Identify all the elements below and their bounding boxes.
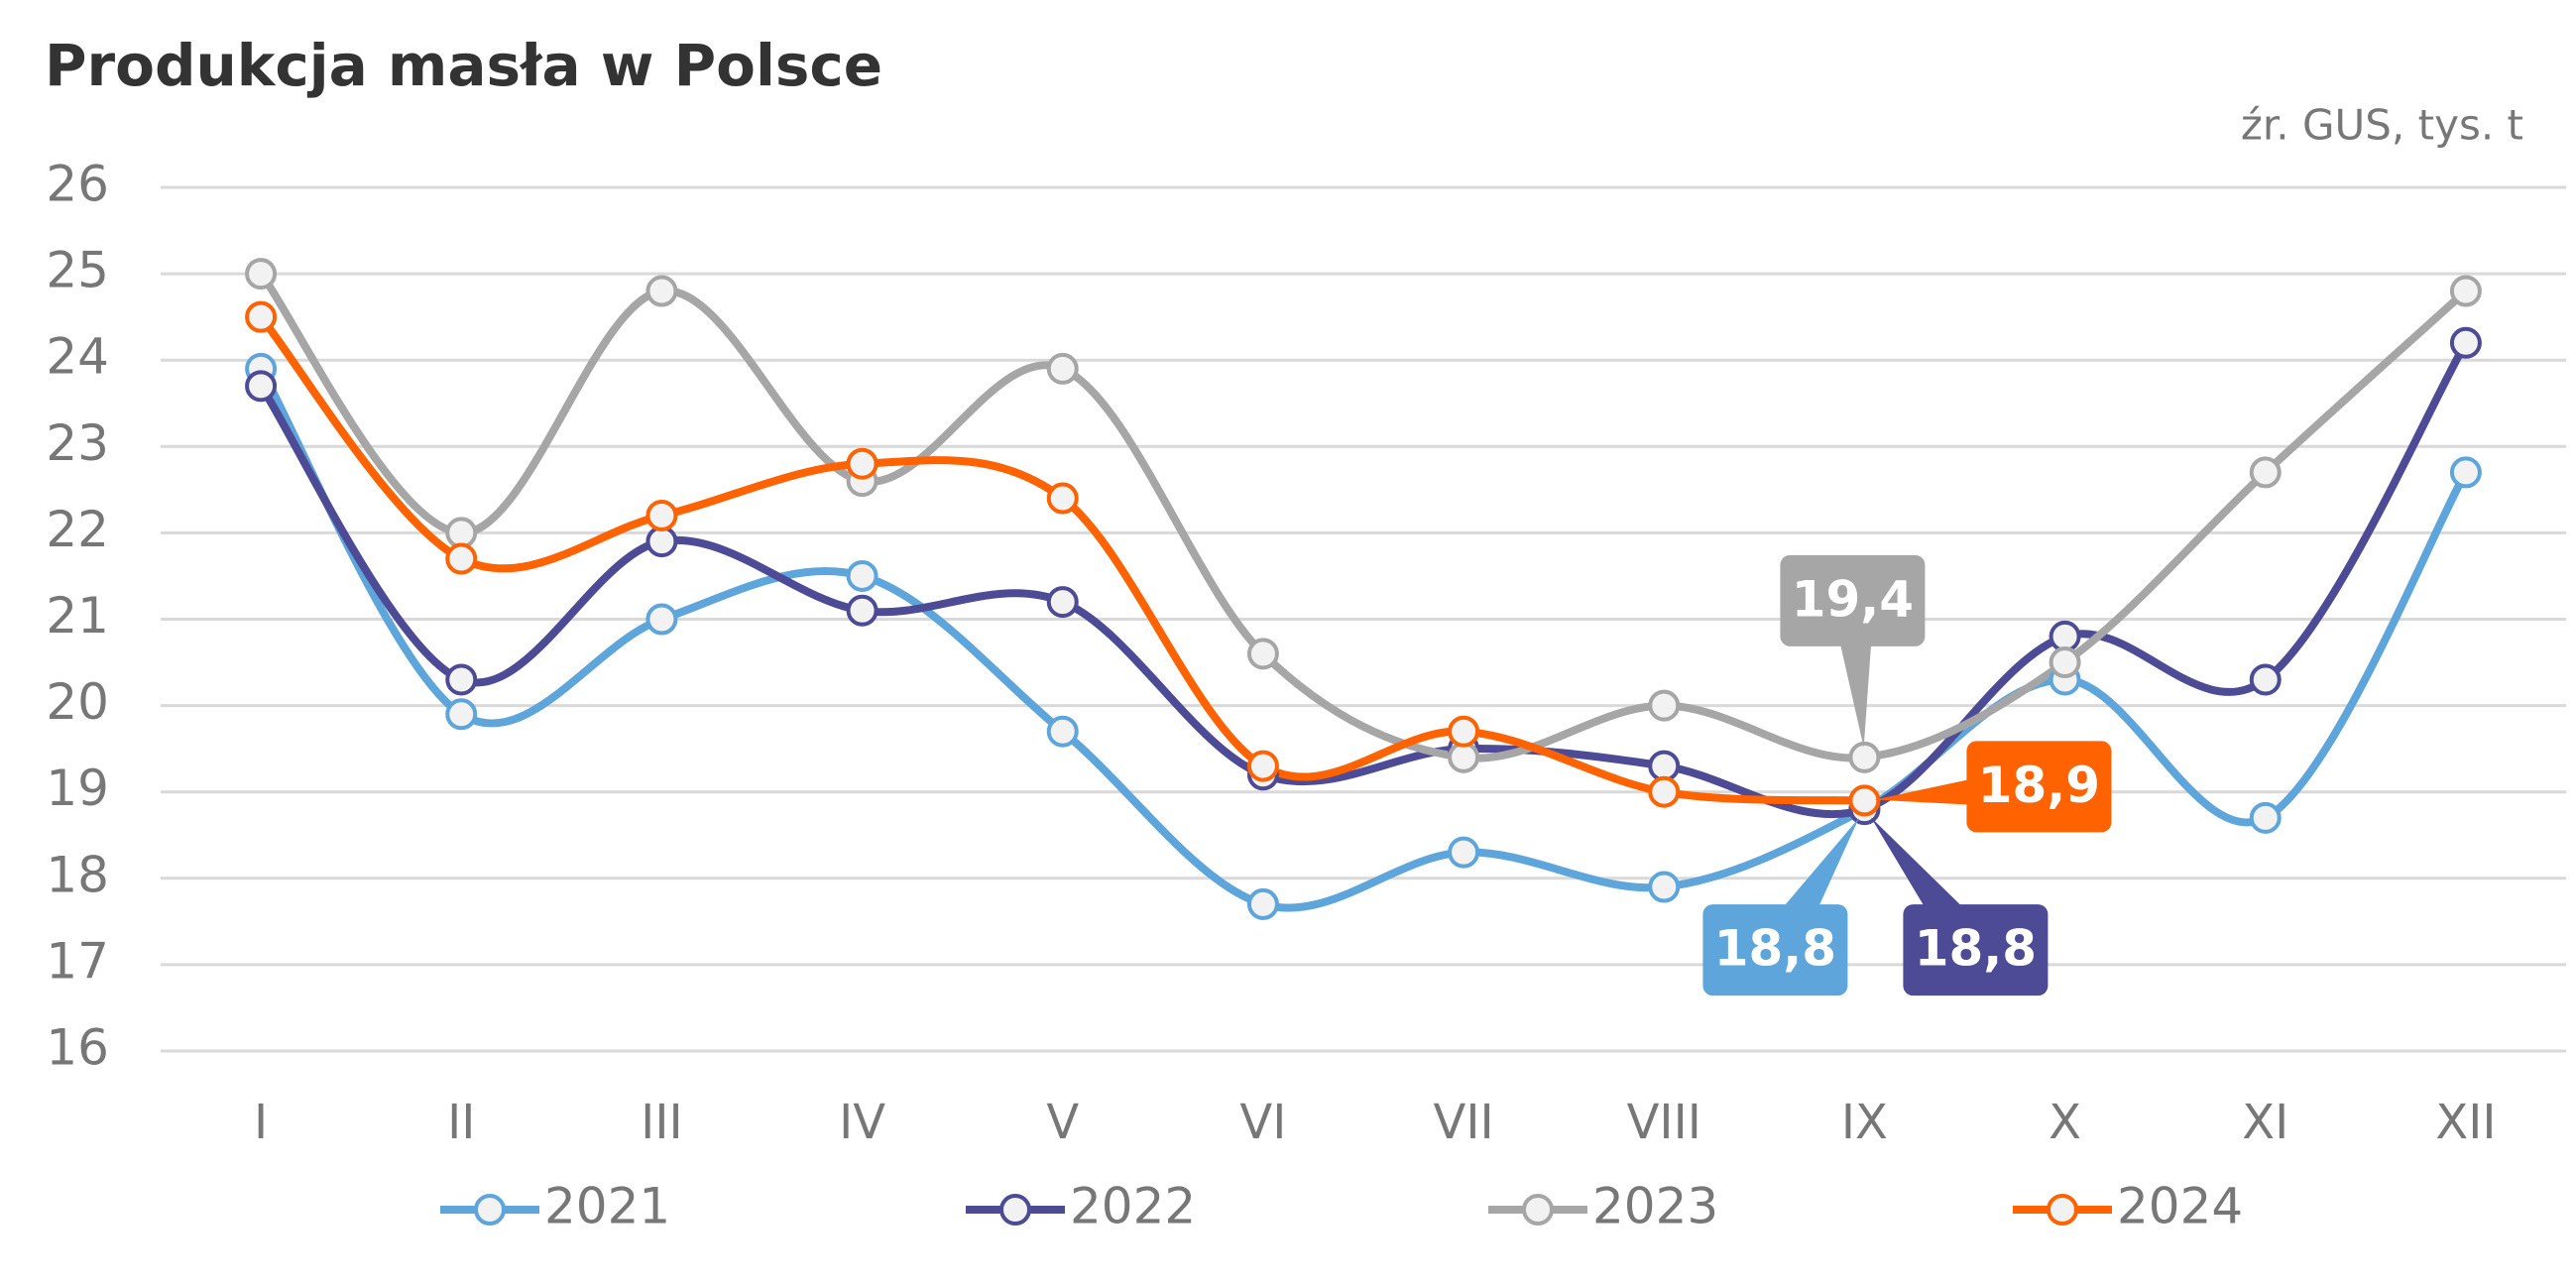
legend-label: 2023 (1592, 1178, 1718, 1235)
data-label: 18,8 (1870, 816, 2049, 996)
data-point (846, 594, 878, 627)
data-point (1448, 741, 1480, 773)
data-label: 18,9 (1874, 741, 2112, 833)
data-point (1046, 715, 1079, 748)
y-tick-label: 17 (46, 932, 109, 990)
data-point (1046, 482, 1079, 515)
x-tick-label: III (641, 1095, 682, 1150)
data-point (1046, 352, 1079, 385)
data-point (445, 698, 478, 731)
x-tick-label: XI (2242, 1095, 2288, 1150)
data-point (2049, 646, 2081, 679)
data-point (1246, 638, 1279, 670)
x-tick-label: VI (1239, 1095, 1286, 1150)
y-tick-label: 16 (46, 1019, 109, 1077)
data-point (1448, 836, 1480, 869)
y-tick-label: 20 (46, 673, 109, 731)
x-tick-label: XII (2435, 1095, 2496, 1150)
x-tick-label: VIII (1627, 1095, 1701, 1150)
x-tick-label: V (1046, 1095, 1079, 1150)
data-point (645, 526, 678, 558)
data-point (2249, 663, 2282, 696)
data-point (645, 275, 678, 307)
x-tick-label: VII (1434, 1095, 1494, 1150)
y-tick-label: 25 (46, 242, 109, 299)
series-line (257, 366, 2470, 912)
y-tick-label: 24 (46, 328, 109, 386)
data-point (1448, 715, 1480, 748)
data-point (846, 559, 878, 592)
legend-marker (999, 1194, 1031, 1226)
legend-label: 2022 (1070, 1178, 1196, 1235)
callout-box (1780, 554, 1926, 646)
data-label: 18,8 (1702, 817, 1860, 996)
data-point (1648, 871, 1681, 903)
x-tick-label: I (254, 1095, 268, 1150)
y-tick-label: 22 (46, 501, 109, 558)
y-tick-label: 18 (46, 846, 109, 903)
data-point (645, 499, 678, 531)
legend-marker (474, 1194, 506, 1226)
data-label-text: 19,4 (1792, 570, 1914, 628)
series-line (257, 271, 2469, 762)
callout-box (1702, 904, 1848, 996)
y-tick-label: 26 (46, 156, 109, 213)
y-tick-label: 21 (46, 587, 109, 644)
data-label-text: 18,8 (1915, 920, 2037, 978)
data-point (1648, 689, 1681, 722)
legend-label: 2024 (2117, 1178, 2243, 1235)
x-tick-label: IX (1841, 1095, 1888, 1150)
data-point (245, 258, 278, 291)
data-point (1848, 784, 1881, 817)
data-point (2049, 620, 2081, 652)
chart-title: Produkcja masła w Polsce (45, 32, 882, 99)
data-point (2449, 275, 2482, 307)
data-point (445, 517, 478, 549)
data-point (2249, 801, 2282, 834)
y-tick-label: 19 (46, 760, 109, 817)
series-line (257, 340, 2470, 819)
data-point (1648, 750, 1681, 782)
data-point (245, 370, 278, 403)
data-point (1246, 750, 1279, 782)
data-point (445, 663, 478, 696)
x-tick-label: IV (839, 1095, 885, 1150)
data-point (1246, 887, 1279, 920)
data-point (1046, 586, 1079, 619)
data-point (846, 447, 878, 480)
chart-subtitle: źr. GUS, tys. t (2241, 101, 2523, 150)
callout-box (1966, 741, 2112, 833)
x-tick-label: X (2049, 1095, 2081, 1150)
y-tick-label: 23 (46, 414, 109, 472)
x-tick-label: II (447, 1095, 475, 1150)
data-point (445, 542, 478, 575)
data-point (645, 603, 678, 636)
legend-marker (2047, 1194, 2078, 1226)
data-point (1648, 775, 1681, 808)
data-point (2249, 456, 2282, 489)
legend-marker (1522, 1194, 1554, 1226)
callout-box (1903, 904, 2049, 996)
data-point (1848, 741, 1881, 773)
data-point (245, 300, 278, 333)
data-label-text: 18,9 (1978, 757, 2100, 814)
data-point (2449, 326, 2482, 359)
data-label: 19,4 (1780, 554, 1926, 748)
data-point (2449, 456, 2482, 489)
legend-label: 2021 (544, 1178, 670, 1235)
data-label-text: 18,8 (1714, 920, 1836, 978)
